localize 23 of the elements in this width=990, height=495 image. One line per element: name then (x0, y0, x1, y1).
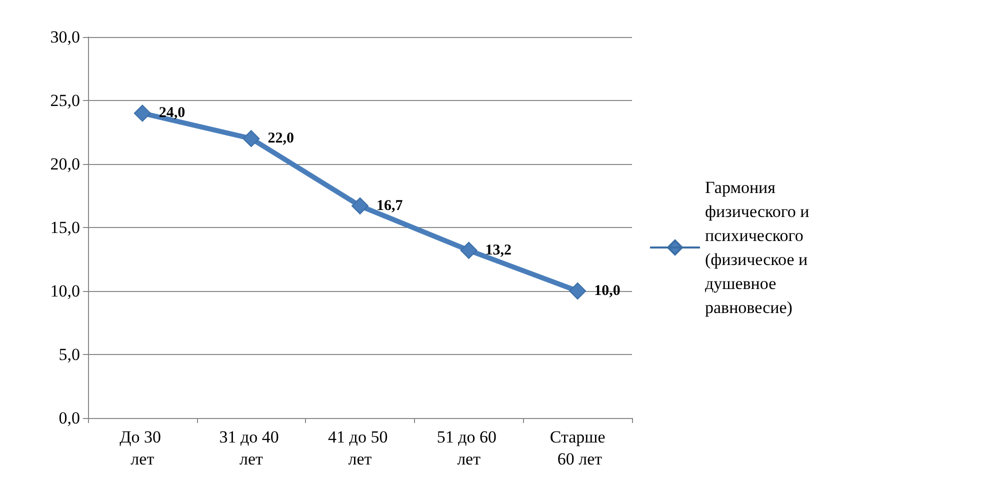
x-tick-label: До 30 лет (120, 428, 166, 468)
point (352, 197, 368, 214)
y-tick-label: 15,0 (50, 218, 80, 237)
point (134, 104, 151, 122)
data-label: 16,7 (376, 198, 404, 214)
point (242, 130, 260, 148)
legend-label: Гармония физического и психического (физическое и душевное равновесие) (705, 178, 814, 317)
data-label: 24,0 (158, 105, 186, 122)
point (569, 282, 586, 300)
y-tick-label: 25,0 (50, 91, 80, 110)
x-tick-label: 31 до 40 лет (219, 428, 284, 468)
data-label: 13,2 (485, 242, 512, 258)
data-label: 10,0 (594, 283, 620, 299)
point (460, 242, 478, 259)
y-tick-label: 30,0 (50, 28, 80, 46)
y-tick-label: 0,0 (58, 408, 80, 428)
data-label: 22,0 (268, 130, 294, 147)
y-tick-label: 10,0 (50, 282, 80, 300)
x-tick-label: Старше 60 лет (550, 428, 606, 468)
x-tick-label: 41 до 50 лет (328, 428, 392, 468)
y-tick-label: 20,0 (50, 154, 80, 174)
y-tick-label: 5,0 (58, 345, 80, 364)
x-tick-label: 51 до 60 лет (436, 428, 501, 468)
